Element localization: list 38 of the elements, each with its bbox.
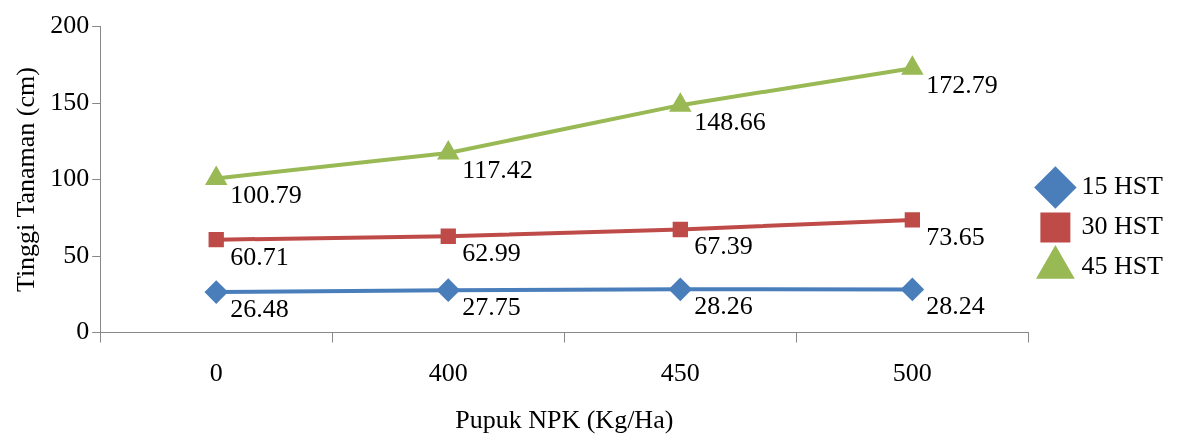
legend-label: 45 HST xyxy=(1081,251,1164,281)
point xyxy=(669,278,692,301)
data-label: 60.71 xyxy=(230,241,289,271)
data-label: 172.79 xyxy=(926,70,998,100)
data-label: 27.75 xyxy=(462,291,521,321)
legend-label: 30 HST xyxy=(1081,211,1164,241)
data-label: 100.79 xyxy=(230,180,302,210)
y-tick-label: 0 xyxy=(76,316,90,346)
point xyxy=(904,212,921,228)
point xyxy=(672,221,688,238)
x-axis-title: Pupuk NPK (Kg/Ha) xyxy=(455,405,674,435)
legend-label: 15 HST xyxy=(1081,171,1164,201)
point xyxy=(901,278,924,301)
y-tick-label: 150 xyxy=(50,86,90,116)
point xyxy=(208,232,224,248)
x-tick-label: 450 xyxy=(660,358,700,388)
data-label: 28.26 xyxy=(694,291,753,321)
data-label: 117.42 xyxy=(462,154,533,184)
y-tick-label: 100 xyxy=(50,163,90,193)
point xyxy=(440,228,456,244)
y-tick-label: 50 xyxy=(63,239,90,269)
data-label: 148.66 xyxy=(694,106,766,136)
data-label: 73.65 xyxy=(926,221,985,251)
point xyxy=(205,281,228,304)
data-label: 67.39 xyxy=(694,231,753,261)
point xyxy=(437,279,460,302)
point xyxy=(206,167,227,185)
y-tick-label: 200 xyxy=(50,10,90,40)
data-label: 62.99 xyxy=(462,238,521,268)
point xyxy=(902,57,923,75)
x-tick-label: 400 xyxy=(428,358,468,388)
point xyxy=(670,94,691,112)
data-label: 26.48 xyxy=(230,293,289,323)
data-label: 28.24 xyxy=(926,291,985,321)
y-axis-title: Tinggi Tanaman (cm) xyxy=(11,67,41,293)
point xyxy=(438,141,459,160)
x-tick-label: 0 xyxy=(209,358,223,388)
x-tick-label: 500 xyxy=(892,358,932,388)
